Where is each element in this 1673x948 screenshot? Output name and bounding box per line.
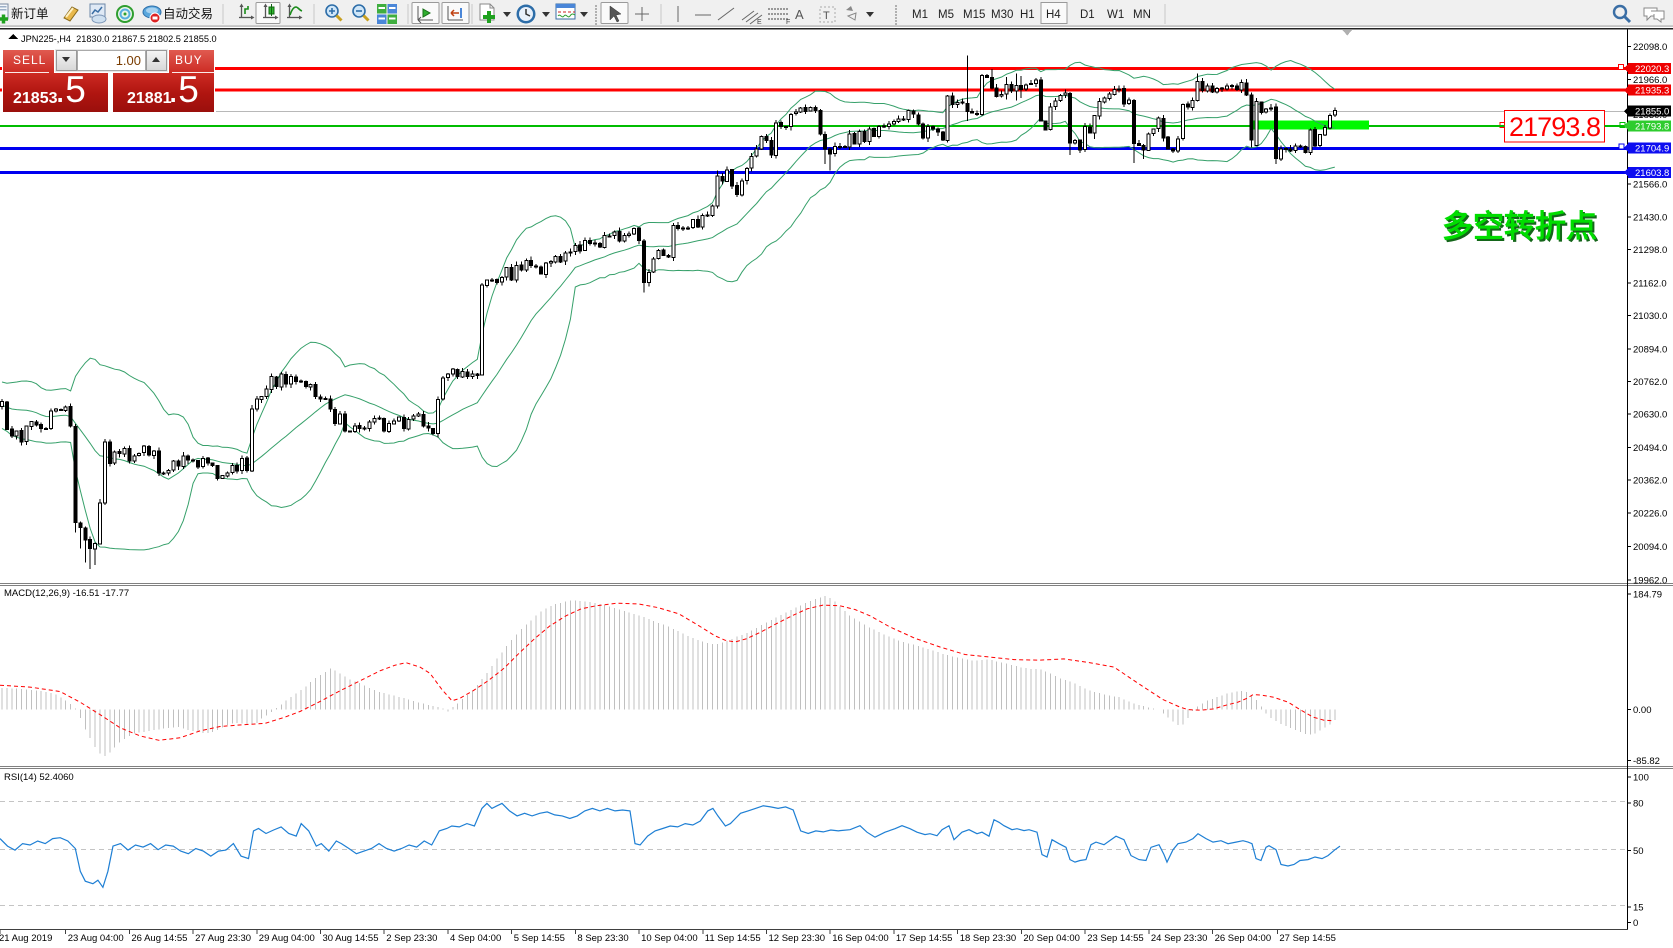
svg-text:100: 100 — [1633, 773, 1649, 784]
svg-text:26 Sep 04:00: 26 Sep 04:00 — [1215, 933, 1272, 944]
svg-text:24 Sep 23:30: 24 Sep 23:30 — [1151, 933, 1208, 944]
svg-text:22098.0: 22098.0 — [1633, 42, 1667, 53]
svg-text:21793.8: 21793.8 — [1635, 121, 1669, 132]
svg-text:M15: M15 — [963, 9, 985, 21]
svg-text:20094.0: 20094.0 — [1633, 542, 1667, 553]
svg-text:20362.0: 20362.0 — [1633, 476, 1667, 487]
svg-text:18 Sep 23:30: 18 Sep 23:30 — [960, 933, 1017, 944]
svg-text:21935.3: 21935.3 — [1635, 86, 1669, 97]
svg-text:D1: D1 — [1080, 9, 1095, 21]
svg-text:H4: H4 — [1046, 9, 1061, 21]
svg-text:20894.0: 20894.0 — [1633, 344, 1667, 355]
svg-text:21793.8: 21793.8 — [1509, 112, 1601, 142]
svg-text:23 Aug 04:00: 23 Aug 04:00 — [68, 933, 124, 944]
svg-text:15: 15 — [1633, 903, 1644, 914]
svg-text:0: 0 — [1633, 918, 1638, 929]
svg-text:21566.0: 21566.0 — [1633, 180, 1667, 191]
svg-text:自动交易: 自动交易 — [163, 6, 213, 21]
svg-text:新订单: 新订单 — [11, 6, 49, 21]
svg-text:21430.0: 21430.0 — [1633, 212, 1667, 223]
svg-text:184.79: 184.79 — [1633, 590, 1662, 601]
svg-text:29 Aug 04:00: 29 Aug 04:00 — [259, 933, 315, 944]
svg-text:0.00: 0.00 — [1633, 705, 1652, 716]
svg-text:21704.9: 21704.9 — [1635, 143, 1669, 154]
svg-text:M5: M5 — [938, 9, 954, 21]
svg-text:RSI(14) 52.4060: RSI(14) 52.4060 — [4, 772, 74, 783]
svg-text:21162.0: 21162.0 — [1633, 278, 1667, 289]
svg-text:21603.8: 21603.8 — [1635, 168, 1669, 179]
svg-text:20762.0: 20762.0 — [1633, 377, 1667, 388]
svg-text:27 Aug 23:30: 27 Aug 23:30 — [195, 933, 251, 944]
svg-text:W1: W1 — [1107, 9, 1124, 21]
svg-text:19962.0: 19962.0 — [1633, 575, 1667, 586]
svg-text:23 Sep 14:55: 23 Sep 14:55 — [1087, 933, 1144, 944]
svg-text:JPN225-,H4 21830.0 21867.5 21: JPN225-,H4 21830.0 21867.5 21802.5 21855… — [21, 34, 217, 44]
svg-text:多空转折点: 多空转折点 — [1442, 209, 1597, 244]
svg-text:MACD(12,26,9) -16.51 -17.77: MACD(12,26,9) -16.51 -17.77 — [4, 588, 129, 599]
svg-text:8 Sep 23:30: 8 Sep 23:30 — [577, 933, 628, 944]
svg-text:20630.0: 20630.0 — [1633, 410, 1667, 421]
svg-text:10 Sep 04:00: 10 Sep 04:00 — [641, 933, 698, 944]
svg-text:4 Sep 04:00: 4 Sep 04:00 — [450, 933, 501, 944]
svg-text:30 Aug 14:55: 30 Aug 14:55 — [323, 933, 379, 944]
svg-text:MN: MN — [1133, 9, 1151, 21]
svg-text:27 Sep 14:55: 27 Sep 14:55 — [1279, 933, 1336, 944]
svg-text:A: A — [795, 7, 804, 22]
svg-text:T: T — [823, 10, 830, 22]
svg-text:12 Sep 23:30: 12 Sep 23:30 — [769, 933, 826, 944]
svg-text:22020.3: 22020.3 — [1635, 64, 1669, 75]
svg-text:11 Sep 14:55: 11 Sep 14:55 — [705, 933, 761, 944]
svg-text:26 Aug 14:55: 26 Aug 14:55 — [131, 933, 187, 944]
svg-text:80: 80 — [1633, 798, 1644, 809]
svg-text:M1: M1 — [912, 9, 928, 21]
svg-text:5 Sep 14:55: 5 Sep 14:55 — [514, 933, 565, 944]
svg-text:F: F — [786, 19, 790, 26]
svg-text:20226.0: 20226.0 — [1633, 509, 1667, 520]
svg-text:-85.82: -85.82 — [1633, 756, 1660, 767]
svg-text:H1: H1 — [1020, 9, 1035, 21]
svg-text:20494.0: 20494.0 — [1633, 443, 1667, 454]
svg-text:21855.0: 21855.0 — [1635, 107, 1669, 118]
svg-text:21030.0: 21030.0 — [1633, 311, 1667, 322]
svg-text:M30: M30 — [991, 9, 1013, 21]
svg-text:20 Sep 04:00: 20 Sep 04:00 — [1023, 933, 1080, 944]
svg-text:E: E — [757, 19, 762, 26]
svg-text:17 Sep 14:55: 17 Sep 14:55 — [896, 933, 953, 944]
svg-text:21298.0: 21298.0 — [1633, 245, 1667, 256]
svg-text:16 Sep 04:00: 16 Sep 04:00 — [832, 933, 889, 944]
svg-text:2 Sep 23:30: 2 Sep 23:30 — [386, 933, 437, 944]
svg-text:21966.0: 21966.0 — [1633, 75, 1667, 86]
svg-text:多空转折点: 多空转折点 — [1444, 211, 1599, 246]
svg-text:21 Aug 2019: 21 Aug 2019 — [0, 933, 52, 944]
svg-text:50: 50 — [1633, 846, 1644, 857]
